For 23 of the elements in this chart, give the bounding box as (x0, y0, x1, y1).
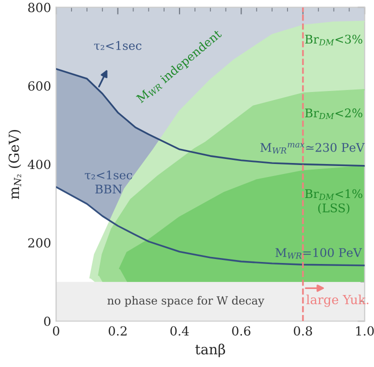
y-tick-label: 0 (44, 316, 50, 326)
x-tick-label: 0.4 (170, 326, 189, 336)
annotation: τ₂<1sec BBN (84, 170, 132, 194)
y-axis-title: m$_{N₂}$ (GeV) (8, 130, 22, 200)
x-tick-label: 0.6 (232, 326, 250, 336)
y-tick-label: 600 (28, 81, 50, 91)
y-tick-label: 200 (28, 238, 50, 248)
annotation: Br$_{DM}$<1% (LSS) (305, 189, 362, 214)
annotation: Br$_{DM}$<3% (305, 34, 362, 46)
annotation: τ₂<1sec (94, 41, 142, 50)
band-label: no phase space for W decay (107, 296, 264, 307)
annotation: M$_{WR}$=100 PeV (276, 248, 362, 259)
ref-line-label: large Yuk. (306, 294, 368, 307)
line-series (56, 186, 365, 266)
x-tick-label: 1.0 (356, 326, 374, 336)
x-axis-title: tanβ (195, 344, 226, 358)
y-tick-label: 400 (28, 160, 50, 170)
x-tick-label: 0 (52, 326, 60, 336)
x-tick-label: 0.2 (108, 326, 127, 336)
annotation: Br$_{DM}$<2% (305, 108, 362, 120)
annotation: M$_{WR}$$^{max}$≃230 PeV (260, 142, 365, 154)
y-tick-label: 800 (28, 2, 50, 12)
x-tick-label: 0.8 (294, 326, 312, 336)
